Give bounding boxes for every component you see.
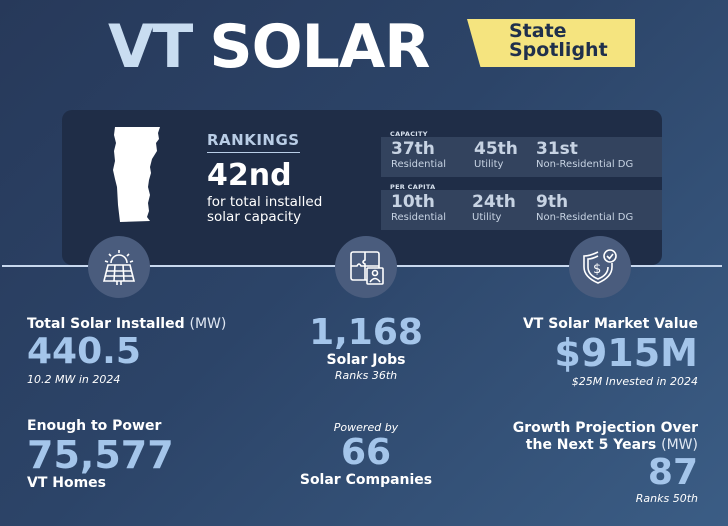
label-text: the Next 5 Years [525, 437, 657, 453]
growth-sub: Ranks 50th [635, 492, 698, 505]
growth-label-line2: the Next 5 Years (MW) [513, 437, 698, 454]
total-installed-sub: 10.2 MW in 2024 [27, 373, 121, 386]
capacity-residential: 37th Residential [391, 139, 446, 171]
overall-desc-line1: for total installed [207, 194, 323, 210]
rank-value: 45th [474, 139, 518, 159]
rank-value: 24th [472, 192, 516, 212]
capacity-label: CAPACITY [390, 130, 428, 138]
per-capita-row: 10th Residential 24th Utility 9th Non-Re… [381, 190, 662, 230]
state-spotlight-badge: State Spotlight [467, 19, 635, 67]
rank-label: Utility [474, 159, 504, 170]
badge-line1: State [509, 20, 567, 42]
capacity-utility: 45th Utility [474, 139, 518, 171]
companies-pre: Powered by [333, 421, 399, 434]
growth-value: 87 [647, 452, 698, 493]
rank-value: 37th [391, 139, 435, 159]
solar-jobs-stat: 1,168 Solar Jobs Ranks 36th [266, 312, 466, 383]
market-value-stat: VT Solar Market Value $915M $25M Investe… [523, 316, 698, 388]
rank-value: 10th [391, 192, 435, 212]
solar-panel-icon [88, 236, 150, 298]
puzzle-worker-icon [335, 236, 397, 298]
unit-text: (MW) [661, 437, 698, 453]
growth-projection-stat: Growth Projection Over the Next 5 Years … [513, 420, 698, 505]
total-installed-label: Total Solar Installed (MW) [27, 316, 226, 333]
market-sub: $25M Invested in 2024 [571, 375, 698, 388]
rank-value: 9th [536, 192, 569, 212]
per-capita-label: PER CAPITA [390, 183, 436, 191]
overall-desc-line2: solar capacity [207, 209, 302, 225]
vermont-map-icon [113, 127, 160, 222]
per-capita-utility: 24th Utility [472, 192, 516, 224]
unit-text: (MW) [189, 316, 227, 332]
homes-label: Enough to Power [27, 418, 162, 434]
title-solar: SOLAR [209, 12, 430, 82]
rankings-heading: RANKINGS [207, 131, 300, 153]
total-installed-stat: Total Solar Installed (MW) 440.5 10.2 MW… [27, 316, 226, 386]
market-label: VT Solar Market Value [522, 316, 698, 332]
homes-powered-stat: Enough to Power 75,577 VT Homes [27, 418, 174, 492]
badge-line2: Spotlight [509, 39, 608, 61]
capacity-row: 37th Residential 45th Utility 31st Non-R… [381, 137, 662, 177]
rank-label: Non-Residential DG [536, 159, 634, 170]
companies-label: Solar Companies [299, 472, 433, 488]
page-title: VT SOLAR [108, 12, 430, 82]
svg-text:$: $ [593, 262, 601, 277]
overall-rank: 42nd [207, 158, 292, 193]
jobs-sub: Ranks 36th [334, 369, 398, 382]
market-value: $915M [554, 331, 698, 375]
rank-value: 31st [536, 139, 578, 159]
jobs-value: 1,168 [309, 312, 423, 353]
rank-label: Non-Residential DG [536, 212, 634, 223]
capacity-non-residential: 31st Non-Residential DG [536, 139, 633, 171]
per-capita-residential: 10th Residential [391, 192, 446, 224]
companies-value: 66 [340, 432, 392, 473]
rank-label: Residential [391, 212, 447, 223]
solar-companies-stat: Powered by 66 Solar Companies [266, 421, 466, 489]
per-capita-non-residential: 9th Non-Residential DG [536, 192, 633, 224]
label-text: Total Solar Installed [27, 316, 185, 332]
total-installed-value: 440.5 [27, 331, 141, 372]
title-vt: VT [108, 12, 193, 82]
overall-rank-description: for total installed solar capacity [207, 195, 322, 225]
jobs-label: Solar Jobs [326, 352, 406, 368]
rank-label: Residential [391, 159, 447, 170]
rank-label: Utility [472, 212, 502, 223]
homes-value: 75,577 [27, 433, 174, 477]
growth-label-line1: Growth Projection Over [512, 420, 698, 436]
homes-sub: VT Homes [27, 475, 107, 491]
shield-dollar-icon: $ [569, 236, 631, 298]
